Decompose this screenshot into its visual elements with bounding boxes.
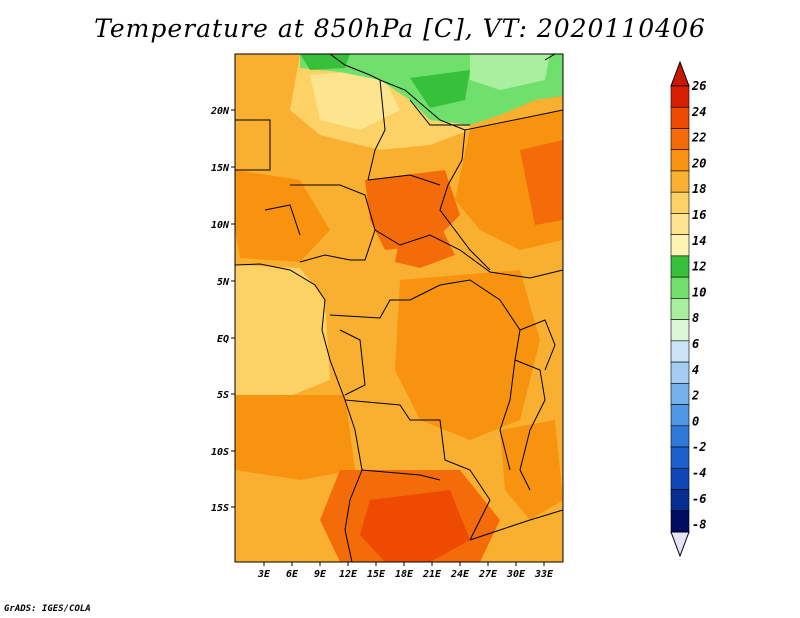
lat-tick-label: 10S — [211, 447, 229, 458]
colorbar-bin — [670, 340, 690, 363]
colorbar-label: 8 — [692, 311, 699, 325]
colorbar-label: 14 — [692, 234, 706, 248]
lon-tick-label: 18E — [395, 569, 414, 580]
colorbar-label: 20 — [691, 156, 706, 170]
lon-tick-label: 27E — [478, 569, 498, 580]
colorbar-bin — [670, 85, 690, 108]
colorbar-bins — [670, 85, 690, 533]
map-title: Temperature at 850hPa [C], VT: 202011040… — [94, 14, 706, 43]
colorbar-label: 18 — [692, 182, 706, 196]
colorbar-bin — [670, 361, 690, 384]
colorbar-bin — [670, 467, 690, 490]
longitude-axis: 3E 6E 9E 12E 15E 18E 21E 24E 27E 30E 33E — [257, 562, 554, 580]
colorbar-label: 12 — [692, 260, 706, 274]
colorbar-top-arrow — [670, 60, 690, 87]
colorbar-bin — [670, 128, 690, 151]
lon-tick-label: 12E — [339, 569, 358, 580]
plot-frame — [234, 53, 564, 563]
colorbar-bin — [670, 446, 690, 469]
colorbar-bin — [670, 276, 690, 299]
colorbar-bottom-arrow — [670, 531, 690, 558]
colorbar-label: 0 — [692, 414, 699, 428]
lat-tick-label: 5S — [217, 390, 229, 401]
colorbar-label: 2 — [691, 389, 699, 403]
lat-tick-label: 15N — [211, 163, 230, 174]
colorbar-label: 22 — [691, 131, 706, 145]
colorbar-label: -6 — [692, 492, 706, 506]
lon-tick-label: 21E — [422, 569, 442, 580]
colorbar-bin — [670, 298, 690, 320]
lat-tick-label: 15S — [211, 503, 229, 514]
lat-tick-label: 20N — [210, 106, 230, 117]
colorbar-label: 4 — [692, 363, 699, 377]
lon-tick-label: 24E — [450, 569, 470, 580]
colorbar-bin — [670, 319, 690, 342]
lon-tick-label: 30E — [506, 569, 526, 580]
colorbar-bin — [670, 106, 690, 129]
colorbar-label: 24 — [691, 105, 706, 119]
lon-tick-label: 33E — [534, 569, 554, 580]
colorbar-bin — [670, 510, 690, 533]
lon-tick-label: 15E — [367, 569, 386, 580]
colorbar-bin — [670, 149, 690, 172]
temperature-field — [235, 54, 563, 562]
colorbar-bin — [670, 489, 690, 512]
latitude-axis: 20N 15N 10N 5N EQ 5S 10S 15S — [210, 106, 235, 514]
colorbar-bin — [670, 213, 690, 235]
colorbar-label: -8 — [692, 518, 706, 532]
colorbar-bin — [670, 255, 690, 278]
colorbar-bin — [670, 404, 690, 427]
colorbar-label: 6 — [692, 337, 699, 351]
lat-tick-label: 10N — [211, 220, 230, 231]
credit-text: GrADS: IGES/COLA — [4, 604, 91, 614]
colorbar-label: -2 — [692, 440, 706, 454]
colorbar-bin — [670, 170, 690, 193]
lat-tick-label: EQ — [217, 334, 229, 345]
colorbar-bin — [670, 234, 690, 257]
lat-tick-label: 5N — [217, 277, 230, 288]
colorbar-label: 10 — [692, 285, 706, 299]
lon-tick-label: 9E — [314, 569, 327, 580]
lon-tick-label: 3E — [257, 569, 271, 580]
colorbar-bin — [670, 383, 690, 405]
colorbar-bin — [670, 425, 690, 448]
lon-tick-label: 6E — [286, 569, 299, 580]
colorbar-label: 16 — [692, 208, 706, 222]
country-borders — [235, 54, 563, 562]
colorbar-label: -4 — [692, 466, 706, 480]
colorbar-label: 26 — [691, 79, 706, 93]
colorbar-bin — [670, 191, 690, 214]
